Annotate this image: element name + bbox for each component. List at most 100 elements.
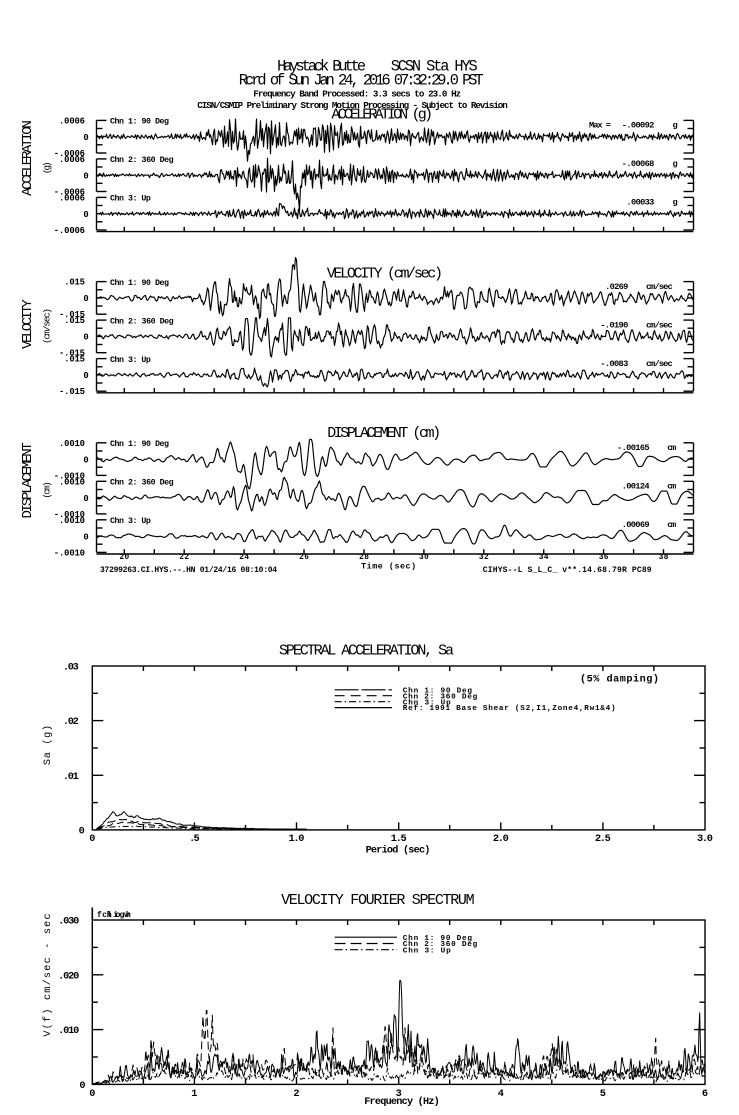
svg-text:CISN/CSMIP Preliminary Strong: CISN/CSMIP Preliminary Strong Motion Pro…: [197, 100, 508, 111]
svg-text:g: g: [673, 198, 678, 208]
svg-text:DISPLACEMENT: DISPLACEMENT: [20, 442, 36, 518]
svg-text:24: 24: [239, 554, 249, 562]
svg-text:cm/sec: cm/sec: [646, 359, 673, 369]
svg-text:0: 0: [83, 294, 88, 304]
svg-text:2.0: 2.0: [493, 833, 509, 845]
svg-text:.00124: .00124: [622, 482, 650, 492]
svg-text:Haystack Butte: Haystack Butte: [277, 58, 366, 76]
svg-text:.020: .020: [58, 970, 79, 982]
svg-text:cm: cm: [667, 443, 676, 453]
svg-text:-.00068: -.00068: [622, 159, 655, 169]
svg-text:36: 36: [599, 554, 609, 562]
svg-text:0: 0: [83, 210, 88, 220]
svg-text:V(f) cm/sec - sec: V(f) cm/sec - sec: [42, 913, 54, 1036]
svg-text:Chn 1: 90 Deg: Chn 1: 90 Deg: [403, 935, 473, 943]
svg-text:high: high: [107, 910, 131, 920]
svg-text:5: 5: [600, 1088, 606, 1100]
svg-text:.015: .015: [64, 278, 85, 288]
svg-text:.02: .02: [63, 716, 79, 728]
svg-text:Chn 1: 90 Deg: Chn 1: 90 Deg: [403, 687, 473, 695]
svg-text:-.00092: -.00092: [622, 121, 655, 131]
svg-text:ACCELERATION (g): ACCELERATION (g): [331, 106, 433, 123]
svg-text:20: 20: [119, 554, 129, 562]
svg-text:SPECTRAL ACCELERATION, Sa: SPECTRAL ACCELERATION, Sa: [279, 642, 454, 659]
svg-text:0: 0: [89, 833, 95, 845]
svg-text:34: 34: [539, 554, 549, 562]
svg-text:Max =: Max =: [589, 121, 611, 131]
svg-text:Chn 2: 360 Deg: Chn 2: 360 Deg: [403, 941, 478, 949]
svg-text:.00033: .00033: [627, 198, 655, 208]
svg-text:-.015: -.015: [59, 349, 85, 359]
svg-text:0: 0: [83, 133, 88, 143]
svg-text:Sa (g): Sa (g): [42, 725, 54, 765]
svg-text:.030: .030: [58, 916, 79, 928]
svg-text:Chn 1: 90 Deg: Chn 1: 90 Deg: [110, 278, 169, 288]
svg-text:-.0006: -.0006: [54, 226, 85, 236]
svg-text:Time (sec): Time (sec): [361, 562, 416, 572]
svg-text:fc: fc: [97, 910, 107, 920]
svg-text:Rcrd of Sun Jan 24, 2016 07:32: Rcrd of Sun Jan 24, 2016 07:32:29.0 PST: [239, 72, 484, 90]
svg-text:DISPLACEMENT (cm): DISPLACEMENT (cm): [327, 425, 441, 442]
svg-text:VELOCITY: VELOCITY: [20, 299, 36, 349]
svg-text:Chn 3: Up: Chn 3: Up: [403, 699, 451, 707]
svg-text:g: g: [673, 159, 678, 169]
svg-text:30: 30: [419, 554, 429, 562]
svg-text:-.0010: -.0010: [54, 471, 85, 481]
svg-text:g: g: [673, 121, 678, 131]
svg-text:-.015: -.015: [59, 310, 85, 320]
svg-text:6: 6: [702, 1088, 708, 1100]
svg-text:-.0190: -.0190: [600, 320, 628, 330]
svg-text:-.0010: -.0010: [54, 510, 85, 520]
svg-text:0: 0: [83, 371, 88, 381]
svg-text:SCSN Sta HYS: SCSN Sta HYS: [391, 58, 478, 76]
svg-text:.0010: .0010: [59, 439, 85, 449]
svg-text:.03: .03: [63, 662, 79, 674]
svg-text:-.0006: -.0006: [54, 188, 85, 198]
svg-text:cm: cm: [667, 520, 676, 530]
svg-text:.0006: .0006: [59, 193, 85, 203]
svg-text:Chn 2: 360 Deg: Chn 2: 360 Deg: [403, 693, 478, 701]
svg-text:28: 28: [359, 554, 369, 562]
svg-text:0: 0: [83, 455, 88, 465]
svg-text:.0269: .0269: [605, 282, 628, 292]
svg-text:(cm/sec): (cm/sec): [42, 308, 53, 344]
svg-text:Ref: 1991 Base Shear (S2,I1,Zo: Ref: 1991 Base Shear (S2,I1,Zone4,Rw1&4): [403, 705, 616, 713]
svg-text:.0006: .0006: [59, 116, 85, 126]
svg-text:Chn 1: 90 Deg: Chn 1: 90 Deg: [110, 439, 169, 449]
svg-text:.0010: .0010: [59, 516, 85, 526]
svg-text:.015: .015: [64, 355, 85, 365]
svg-text:0: 0: [79, 1080, 85, 1092]
svg-text:cm: cm: [667, 482, 676, 492]
svg-text:38: 38: [659, 554, 669, 562]
svg-text:Period (sec): Period (sec): [366, 844, 431, 856]
svg-text:Frequency (Hz): Frequency (Hz): [364, 1096, 440, 1108]
svg-text:22: 22: [179, 554, 189, 562]
svg-text:CIHYS--L S_L_C_ v**.14.68.79: CIHYS--L S_L_C_ v**.14.68.79R PC89: [483, 566, 652, 575]
svg-text:.010: .010: [58, 1025, 79, 1037]
svg-text:-.015: -.015: [59, 387, 85, 397]
svg-text:cm/sec: cm/sec: [646, 320, 673, 330]
svg-text:(cm): (cm): [42, 481, 53, 498]
svg-text:Chn 3: Up: Chn 3: Up: [110, 355, 151, 365]
svg-text:4: 4: [498, 1088, 504, 1100]
svg-text:-.0083: -.0083: [600, 359, 628, 369]
svg-text:Chn 3: Up: Chn 3: Up: [110, 516, 151, 526]
svg-text:.0010: .0010: [59, 477, 85, 487]
svg-text:Chn 1: 90 Deg: Chn 1: 90 Deg: [110, 117, 169, 127]
svg-text:1.0: 1.0: [289, 833, 305, 845]
svg-text:Chn 3: Up: Chn 3: Up: [403, 947, 451, 955]
svg-text:32: 32: [479, 554, 489, 562]
svg-text:0: 0: [83, 172, 88, 182]
svg-text:Chn 2: 360 Deg: Chn 2: 360 Deg: [110, 478, 174, 488]
svg-text:0: 0: [83, 494, 88, 504]
svg-text:26: 26: [299, 554, 309, 562]
svg-text:.015: .015: [64, 316, 85, 326]
svg-text:.00069: .00069: [622, 520, 650, 530]
svg-text:.01: .01: [63, 771, 79, 783]
svg-text:0: 0: [79, 825, 85, 837]
svg-text:2: 2: [293, 1088, 299, 1100]
svg-text:ACCELERATION: ACCELERATION: [20, 120, 36, 196]
svg-text:2.5: 2.5: [595, 833, 611, 845]
svg-text:-.00165: -.00165: [617, 443, 650, 453]
svg-text:.5: .5: [189, 833, 200, 845]
